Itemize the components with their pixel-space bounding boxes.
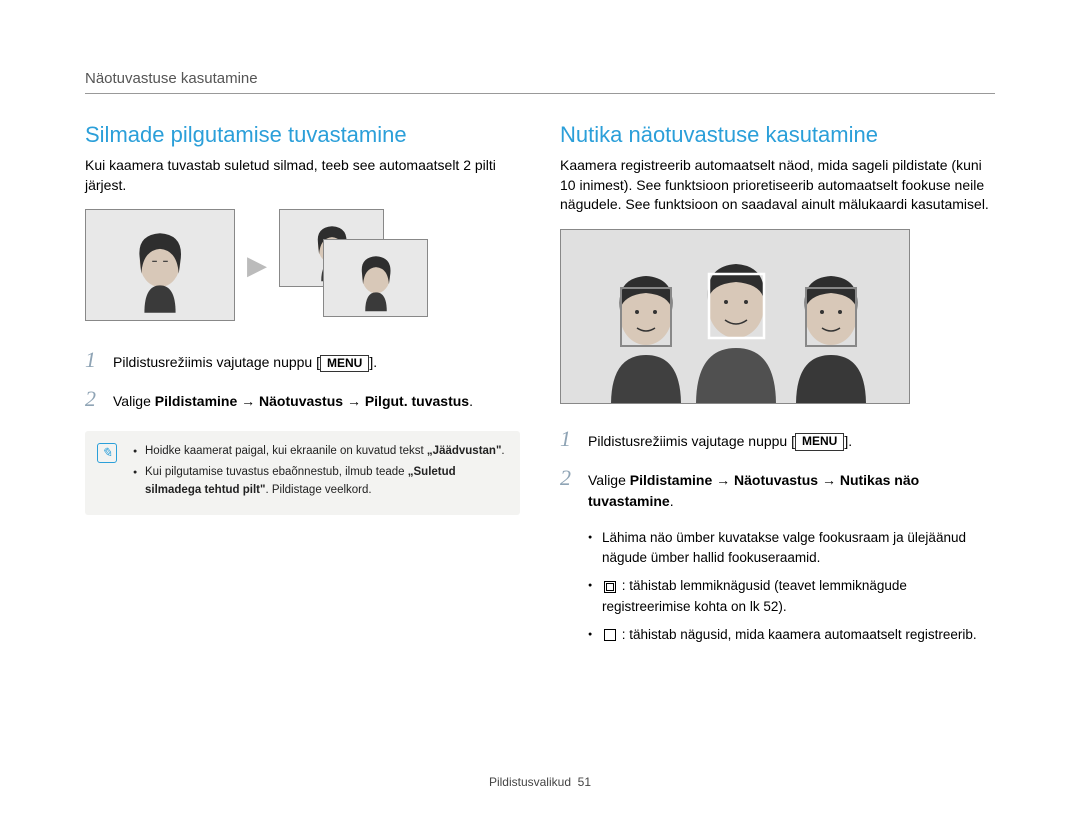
step-text-post: . [670,493,674,509]
step-text: Valige Pildistamine → Näotuvastus → Nuti… [588,470,995,512]
note-box: ✎ Hoidke kaamerat paigal, kui ekraanile … [85,431,520,515]
left-step-1: 1 Pildistusrežiimis vajutage nuppu [MENU… [85,343,520,376]
right-column: Nutika näotuvastuse kasutamine Kaamera r… [560,122,995,653]
step-text-pre: Valige [113,393,155,409]
group-face-image [560,229,910,404]
step-number: 2 [560,461,574,494]
sub-bullet-1: Lähima näo ümber kuvatakse valge fookusr… [588,528,995,569]
sub-bullet-2: : tähistab lemmiknägusid (teavet lemmikn… [588,576,995,617]
note-icon: ✎ [97,443,117,463]
bullet-text: : tähistab nägusid, mida kaamera automaa… [618,627,977,642]
arrow-right-icon: ▶ [243,250,271,281]
step-number: 1 [560,422,574,455]
note-text-post: . Pildistage veelkord. [265,484,371,496]
left-column: Silmade pilgutamise tuvastamine Kui kaam… [85,122,520,653]
step-text: Pildistusrežiimis vajutage nuppu [MENU]. [113,352,520,373]
page-header: Näotuvastuse kasutamine [85,70,995,94]
right-steps: 1 Pildistusrežiimis vajutage nuppu [MENU… [560,422,995,512]
step-number: 2 [85,382,99,415]
right-intro-text: Kaamera registreerib automaatselt näod, … [560,156,995,215]
step-text-pre: Pildistusrežiimis vajutage nuppu [ [588,433,795,449]
left-step-2: 2 Valige Pildistamine → Näotuvastus → Pi… [85,382,520,415]
footer-section: Pildistusvalikud [489,775,571,789]
page-footer: Pildistusvalikud 51 [0,775,1080,789]
step-number: 1 [85,343,99,376]
step-text-pre: Valige [588,472,630,488]
step-text-post: . [469,393,473,409]
step-text: Pildistusrežiimis vajutage nuppu [MENU]. [588,431,995,452]
right-sub-bullets: Lähima näo ümber kuvatakse valge fookusr… [588,528,995,645]
menu-button-label: MENU [795,433,844,451]
right-step-1: 1 Pildistusrežiimis vajutage nuppu [MENU… [560,422,995,455]
blink-before-image [85,209,235,321]
step-text-post: ]. [369,354,377,370]
note-text-post: . [501,445,504,457]
left-steps: 1 Pildistusrežiimis vajutage nuppu [MENU… [85,343,520,415]
blink-after-image-2 [323,239,428,317]
step-text-bold: Pildistamine → Näotuvastus → Pilgut. tuv… [155,393,469,409]
step-text-pre: Pildistusrežiimis vajutage nuppu [ [113,354,320,370]
step-text-bold: Pildistamine → Näotuvastus → Nutikas näo… [588,472,919,509]
content-columns: Silmade pilgutamise tuvastamine Kui kaam… [85,122,995,653]
footer-page-number: 51 [578,775,591,789]
note-text-pre: Hoidke kaamerat paigal, kui ekraanile on… [145,445,427,457]
step-text-post: ]. [844,433,852,449]
menu-button-label: MENU [320,355,369,373]
right-section-title: Nutika näotuvastuse kasutamine [560,122,995,148]
favorite-face-frame-icon [604,581,616,593]
right-step-2: 2 Valige Pildistamine → Näotuvastus → Nu… [560,461,995,512]
left-intro-text: Kui kaamera tuvastab suletud silmad, tee… [85,156,520,195]
left-section-title: Silmade pilgutamise tuvastamine [85,122,520,148]
note-bullet-2: Kui pilgutamise tuvastus ebaõnnestub, il… [133,464,506,499]
blink-image-row: ▶ [85,209,520,321]
note-text-bold: „Jäädvustan" [427,445,501,457]
sub-bullet-3: : tähistab nägusid, mida kaamera automaa… [588,625,995,645]
step-text: Valige Pildistamine → Näotuvastus → Pilg… [113,391,520,412]
auto-face-frame-icon [604,629,616,641]
note-bullet-1: Hoidke kaamerat paigal, kui ekraanile on… [133,443,506,460]
note-text-pre: Kui pilgutamise tuvastus ebaõnnestub, il… [145,466,408,478]
bullet-text: : tähistab lemmiknägusid (teavet lemmikn… [602,578,907,613]
